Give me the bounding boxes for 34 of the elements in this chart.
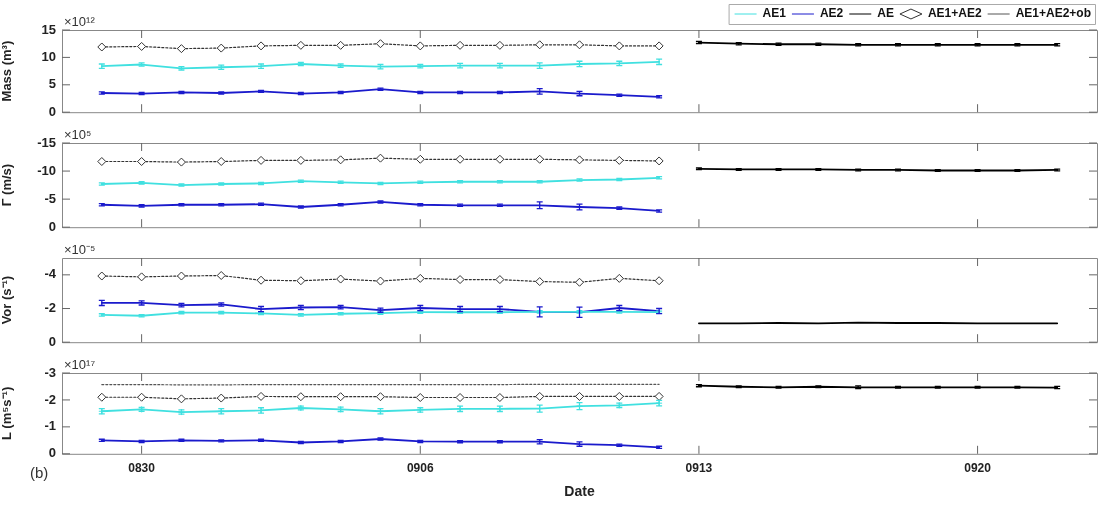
y-tick-label: -2 [44, 300, 56, 316]
legend-label: AE1+AE2 [927, 6, 982, 21]
text: ×10⁵ [64, 127, 92, 143]
legend-label: AE2 [819, 6, 844, 21]
y-axis-title: L (m⁵s⁻¹) [0, 386, 15, 440]
y-tick-label: 10 [41, 48, 56, 64]
y-tick-label: -2 [44, 391, 56, 407]
text: ×10¹² [64, 14, 96, 30]
y-tick-label: -15 [37, 134, 56, 150]
text: ×10¹⁷ [64, 357, 96, 373]
text: ×10⁻⁵ [64, 242, 96, 258]
x-tick-label: 0913 [685, 461, 713, 476]
legend-label: AE [877, 6, 894, 21]
y-tick-label: 0 [48, 333, 56, 349]
y-tick-label: -5 [44, 190, 56, 206]
x-tick-label: 0906 [406, 461, 434, 476]
y-axis-title: Mass (m³) [0, 40, 15, 102]
y-axis-title: Γ (m/s) [0, 163, 15, 207]
y-tick-label: 15 [41, 21, 56, 37]
y-tick-label: -3 [44, 364, 56, 380]
y-tick-label: 5 [48, 76, 56, 92]
y-tick-label: -10 [37, 162, 56, 178]
x-tick-label: 0920 [964, 461, 992, 476]
y-tick-label: -1 [44, 418, 56, 434]
y-tick-label: -4 [44, 266, 57, 282]
x-axis-title: Date [564, 483, 595, 500]
y-tick-label: 0 [48, 218, 56, 234]
y-tick-label: 0 [48, 103, 56, 119]
legend-label: AE1 [762, 6, 787, 21]
x-tick-label: 0830 [128, 461, 156, 476]
text: (b) [30, 463, 49, 481]
y-axis-title: Vor (s⁻¹) [0, 275, 15, 325]
y-tick-label: 0 [48, 445, 56, 461]
legend-label: AE1+AE2+ob [1015, 6, 1092, 21]
